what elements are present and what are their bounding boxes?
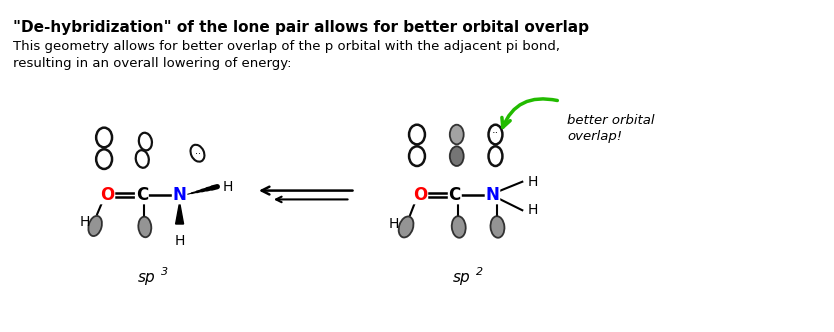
Text: H: H [527,175,538,189]
FancyArrowPatch shape [502,99,557,127]
Text: overlap!: overlap! [567,129,622,143]
Text: H: H [80,215,90,229]
Text: H: H [174,234,185,248]
Ellipse shape [489,125,502,144]
Ellipse shape [96,127,112,147]
Ellipse shape [96,149,112,169]
Text: H: H [223,180,233,194]
Text: H: H [527,203,538,217]
Text: 2: 2 [475,267,483,277]
Text: resulting in an overall lowering of energy:: resulting in an overall lowering of ener… [13,57,291,70]
Text: N: N [485,186,500,204]
Ellipse shape [490,216,505,238]
Ellipse shape [399,216,414,237]
Text: 3: 3 [161,267,168,277]
Text: better orbital: better orbital [567,114,655,127]
Ellipse shape [409,125,425,144]
Ellipse shape [452,216,465,238]
Ellipse shape [138,133,152,150]
Text: ··: ·· [195,149,202,159]
Ellipse shape [450,125,464,144]
Text: O: O [413,186,427,204]
Ellipse shape [450,146,464,166]
Text: sp: sp [138,270,156,285]
Text: C: C [136,186,148,204]
Text: N: N [173,186,187,204]
Text: O: O [100,186,114,204]
Ellipse shape [190,145,204,162]
Text: sp: sp [453,270,470,285]
Ellipse shape [138,217,151,237]
Text: C: C [449,186,461,204]
Ellipse shape [88,216,102,236]
Ellipse shape [409,146,425,166]
Ellipse shape [136,150,148,168]
Text: This geometry allows for better overlap of the p orbital with the adjacent pi bo: This geometry allows for better overlap … [13,40,560,53]
Ellipse shape [489,146,502,166]
Polygon shape [176,203,183,224]
Text: ··: ·· [492,128,499,138]
Text: H: H [389,217,399,231]
Text: "De-hybridization" of the lone pair allows for better orbital overlap: "De-hybridization" of the lone pair allo… [13,21,589,36]
